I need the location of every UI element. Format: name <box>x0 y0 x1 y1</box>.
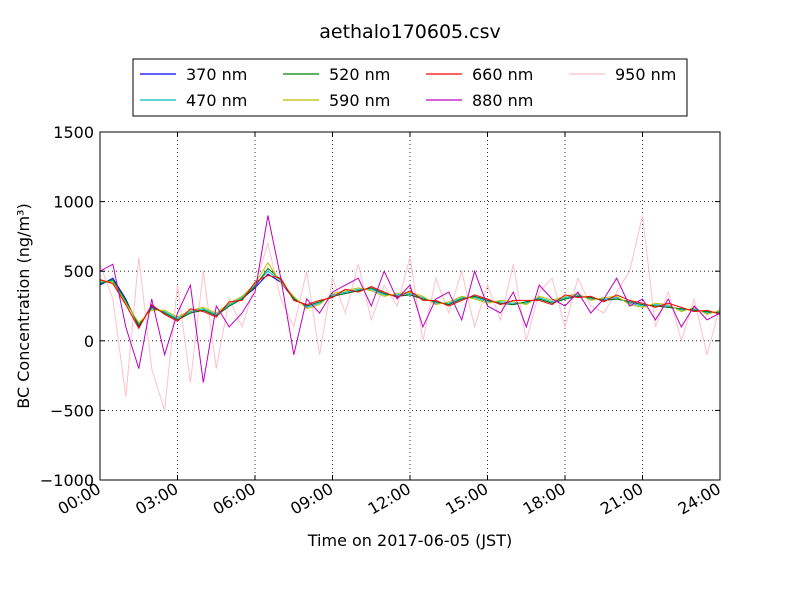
legend-label: 370 nm <box>186 65 247 84</box>
legend-label: 950 nm <box>615 65 676 84</box>
legend-label: 520 nm <box>329 65 390 84</box>
grid <box>100 132 720 480</box>
legend-label: 660 nm <box>472 65 533 84</box>
series-line-590-nm <box>100 261 720 324</box>
legend-label: 880 nm <box>472 91 533 110</box>
x-axis-label: Time on 2017-06-05 (JST) <box>307 531 512 550</box>
y-tick-label: 1000 <box>53 193 94 212</box>
legend: 370 nm 470 nm 520 nm 590 nm 660 nm 880 nm 950 … <box>132 58 688 117</box>
series-layer <box>100 215 720 411</box>
series-line-880-nm <box>100 215 720 383</box>
legend-items: 370 nm 470 nm 520 nm 590 nm 660 nm 880 nm 950 … <box>140 65 676 110</box>
y-axis-label: BC Concentration (ng/m³) <box>14 203 33 408</box>
series-line-470-nm <box>100 270 720 325</box>
legend-label: 470 nm <box>186 91 247 110</box>
y-tick-label: 500 <box>63 262 94 281</box>
y-tick-label: −500 <box>50 401 94 420</box>
y-tick-label: −1000 <box>40 471 94 490</box>
y-tick-label: 0 <box>84 332 94 351</box>
chart-title: aethalo170605.csv <box>319 21 501 43</box>
y-tick-label: 1500 <box>53 123 94 142</box>
series-line-660-nm <box>100 274 720 330</box>
series-line-520-nm <box>100 267 720 327</box>
series-line-950-nm <box>100 215 720 411</box>
legend-label: 590 nm <box>329 91 390 110</box>
legend-box <box>132 58 688 117</box>
